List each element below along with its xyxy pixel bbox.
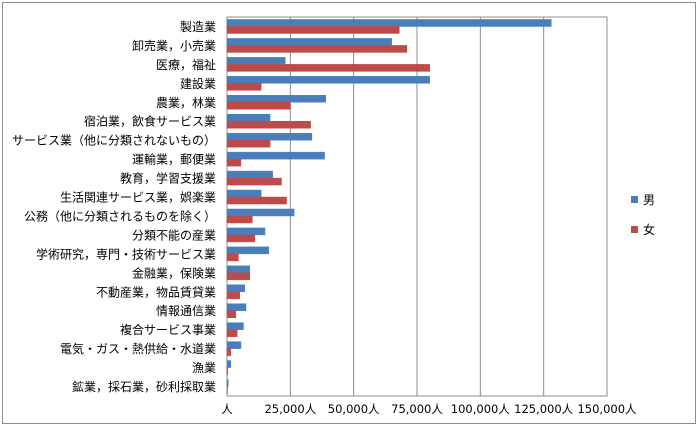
bar-male <box>226 208 295 217</box>
bar-male <box>226 38 392 46</box>
bar-female <box>226 102 291 110</box>
bar-male <box>226 189 262 198</box>
bar-female <box>226 196 287 205</box>
x-tick-label: 100,000人 <box>451 402 511 416</box>
category-label: 運輸業，郵便業 <box>132 152 216 167</box>
bar-male <box>226 246 270 255</box>
bar-male <box>226 303 247 311</box>
bar-female <box>226 139 271 148</box>
bar-male <box>226 19 552 27</box>
legend-swatch-female <box>631 226 638 233</box>
bar-female <box>226 120 311 129</box>
bar-male <box>226 265 251 274</box>
bar-female <box>226 64 430 72</box>
bar-female <box>226 291 240 300</box>
bar-male <box>226 113 271 122</box>
category-label: 複合サービス事業 <box>120 322 216 337</box>
bar-female <box>226 177 282 186</box>
bar-chart: 製造業卸売業，小売業医療，福祉建設業農業，林業宿泊業，飲食サービス業サービス業（… <box>12 16 655 416</box>
bar-male <box>226 284 245 293</box>
bar-female <box>226 234 256 243</box>
category-label: 分類不能の産業 <box>132 227 216 242</box>
category-label: 公務（他に分類されるものを除く） <box>24 208 216 223</box>
category-label: 学術研究，専門・技術サービス業 <box>36 246 216 261</box>
bar-female <box>226 45 408 53</box>
bar-female <box>226 26 400 34</box>
chart-frame: 製造業卸売業，小売業医療，福祉建設業農業，林業宿泊業，飲食サービス業サービス業（… <box>2 2 696 424</box>
bar-female <box>226 215 253 224</box>
category-label: 情報通信業 <box>156 304 216 318</box>
bar-female <box>226 158 242 167</box>
category-label: サービス業（他に分類されないもの） <box>12 134 216 148</box>
bar-female <box>226 386 228 394</box>
category-label: 教育，学習支援業 <box>120 171 216 186</box>
category-label: 宿泊業，飲食サービス業 <box>84 114 216 129</box>
bar-male <box>226 341 242 349</box>
category-labels: 製造業卸売業，小売業医療，福祉建設業農業，林業宿泊業，飲食サービス業サービス業（… <box>12 20 216 394</box>
bar-male <box>226 170 273 179</box>
bar-male <box>226 57 286 65</box>
category-label: 医療，福祉 <box>156 57 216 72</box>
bar-female <box>226 253 239 262</box>
category-label: 製造業 <box>180 20 216 34</box>
x-tick-labels: 人 25,000人 50,000人 75,000人 100,000人 125,000人 15… <box>221 402 637 416</box>
x-tick-label: 75,000人 <box>391 402 443 416</box>
legend-swatch-male <box>631 196 638 203</box>
bar-female <box>226 329 238 337</box>
category-label: 漁業 <box>192 361 216 375</box>
x-tick-label: 人 <box>221 402 233 416</box>
bar-male <box>226 379 229 387</box>
category-label: 電気・ガス・熱供給・水道業 <box>60 341 216 356</box>
bar-male <box>226 95 327 103</box>
legend-label-male: 男 <box>643 193 655 207</box>
bar-male <box>226 151 325 160</box>
bar-female <box>226 310 237 318</box>
category-label: 金融業，保険業 <box>132 265 216 280</box>
x-tick-label: 125,000人 <box>514 402 574 416</box>
legend-label-female: 女 <box>643 222 655 237</box>
category-label: 不動産業，物品賃貸業 <box>96 284 216 299</box>
bar-male <box>226 76 430 84</box>
x-tick-label: 25,000人 <box>264 402 316 416</box>
legend: 男女 <box>631 193 655 237</box>
x-tick-label: 50,000人 <box>328 402 380 416</box>
bars <box>226 19 552 394</box>
category-label: 卸売業，小売業 <box>132 38 216 53</box>
bar-male <box>226 322 244 330</box>
category-label: 建設業 <box>180 76 216 91</box>
bar-male <box>226 132 313 141</box>
bar-female <box>226 272 251 281</box>
bar-female <box>226 367 229 375</box>
category-label: 鉱業，採石業，砂利採取業 <box>72 379 216 394</box>
x-tick-label: 150,000人 <box>577 402 637 416</box>
category-label: 農業，林業 <box>156 96 216 110</box>
bar-female <box>226 83 262 91</box>
bar-male <box>226 227 266 236</box>
bar-female <box>226 348 232 356</box>
bar-male <box>226 360 232 368</box>
category-label: 生活関連サービス業，娯楽業 <box>60 191 216 205</box>
